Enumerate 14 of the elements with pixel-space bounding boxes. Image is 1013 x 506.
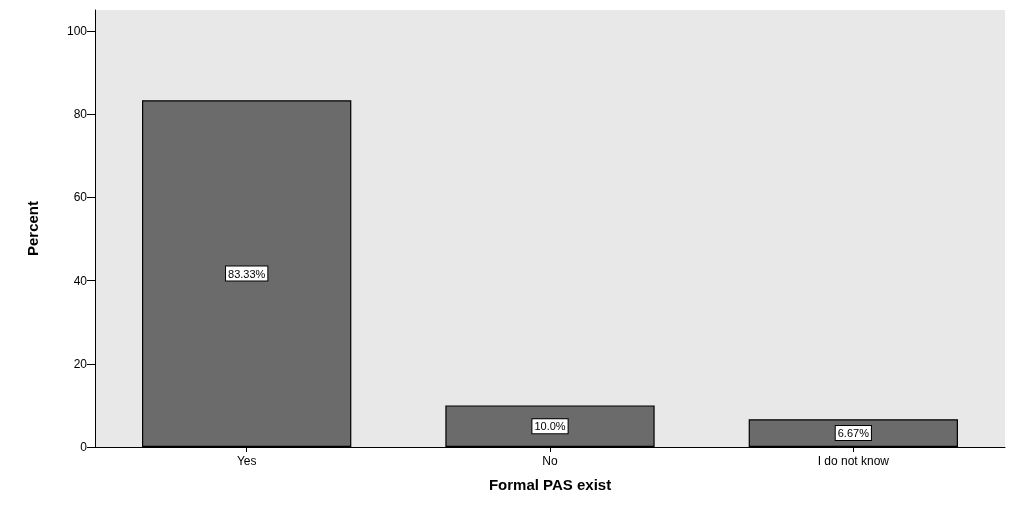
data-label: 10.0% xyxy=(534,420,566,433)
y-tick-label: 60 xyxy=(73,190,88,205)
x-tick-label: I do not know xyxy=(817,454,890,468)
data-label: 6.67% xyxy=(837,427,870,440)
x-axis-title: Formal PAS exist xyxy=(488,476,612,493)
y-axis-title: Percent xyxy=(24,200,41,257)
y-tick-label: 20 xyxy=(73,356,88,371)
y-tick-label: 80 xyxy=(73,107,88,122)
data-label: 83.33% xyxy=(228,267,266,280)
x-tick-label: No xyxy=(542,454,558,468)
y-tick-label: 0 xyxy=(80,440,88,454)
y-tick-label: 40 xyxy=(73,273,88,288)
y-tick-label: 100 xyxy=(66,23,88,38)
x-tick-label: Yes xyxy=(236,454,257,468)
